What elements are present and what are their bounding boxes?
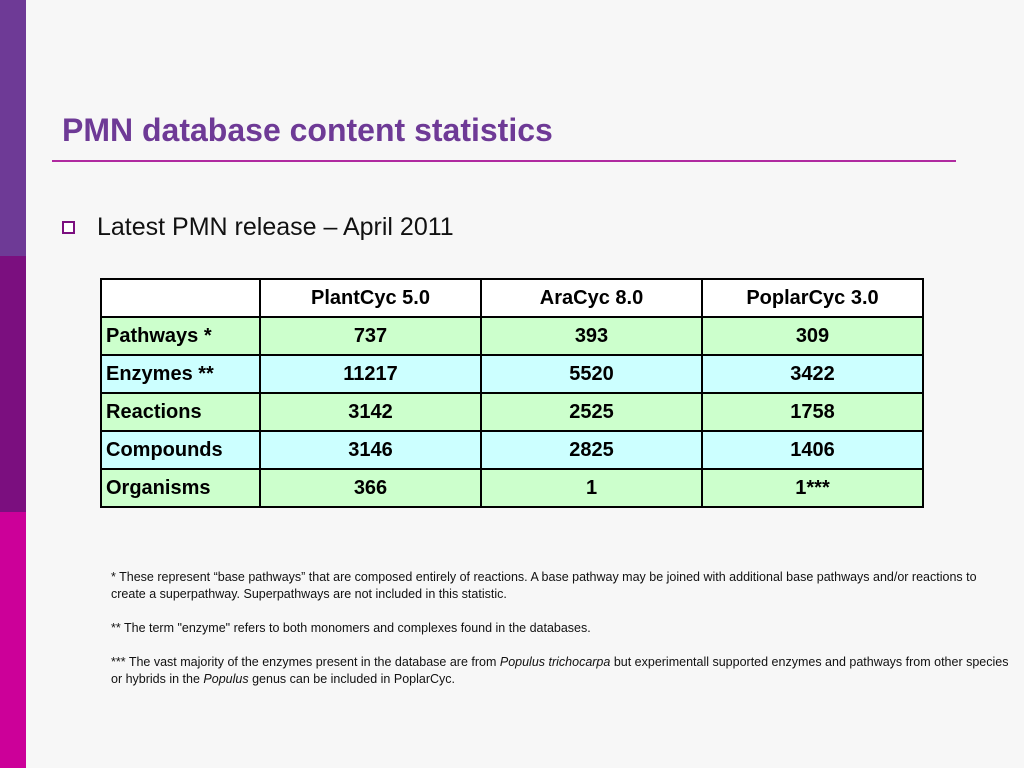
footnote-poplarcyc: *** The vast majority of the enzymes pre… — [111, 654, 1011, 688]
table-cell: 393 — [480, 316, 703, 356]
header-cell-plantcyc: PlantCyc 5.0 — [259, 278, 482, 318]
side-accent-bottom — [0, 512, 26, 768]
table-row: Pathways * 737 393 309 — [100, 316, 924, 356]
side-accent-middle — [0, 256, 26, 512]
table-row: Enzymes ** 11217 5520 3422 — [100, 354, 924, 394]
table-cell: 2825 — [480, 430, 703, 470]
table-cell: 1406 — [701, 430, 924, 470]
table-cell: 309 — [701, 316, 924, 356]
table-cell: 1758 — [701, 392, 924, 432]
row-label: Organisms — [100, 468, 261, 508]
footnote-text: *** The vast majority of the enzymes pre… — [111, 655, 500, 669]
square-bullet-icon — [62, 221, 75, 234]
slide-title: PMN database content statistics — [62, 112, 553, 148]
table-cell: 3146 — [259, 430, 482, 470]
row-label: Enzymes ** — [100, 354, 261, 394]
footnote-text: but experimentall supported enzymes and … — [111, 655, 1009, 686]
footnote-text: genus can be included in PoplarCyc. — [248, 672, 455, 686]
species-name: Populus trichocarpa — [499, 655, 611, 669]
table-cell: 5520 — [480, 354, 703, 394]
table-cell: 366 — [259, 468, 482, 508]
table-cell: 3422 — [701, 354, 924, 394]
table-cell: 1*** — [701, 468, 924, 508]
table-cell: 2525 — [480, 392, 703, 432]
table-row: Organisms 366 1 1*** — [100, 468, 924, 508]
footnote-enzymes: ** The term "enzyme" refers to both mono… — [111, 621, 591, 635]
row-label: Reactions — [100, 392, 261, 432]
table-cell: 1 — [480, 468, 703, 508]
header-cell-aracyc: AraCyc 8.0 — [480, 278, 703, 318]
bullet-item: Latest PMN release – April 2011 — [62, 213, 454, 242]
table-header-row: PlantCyc 5.0 AraCyc 8.0 PoplarCyc 3.0 — [100, 278, 924, 318]
table-cell: 11217 — [259, 354, 482, 394]
genus-name: Populus — [203, 672, 249, 686]
header-cell-poplarcyc: PoplarCyc 3.0 — [701, 278, 924, 318]
bullet-text: Latest PMN release – April 2011 — [97, 213, 454, 241]
table-cell: 737 — [259, 316, 482, 356]
table-row: Compounds 3146 2825 1406 — [100, 430, 924, 470]
statistics-table: PlantCyc 5.0 AraCyc 8.0 PoplarCyc 3.0 Pa… — [100, 278, 924, 508]
footnote-pathways: * These represent “base pathways” that a… — [111, 570, 977, 601]
title-divider — [52, 160, 956, 162]
row-label: Compounds — [100, 430, 261, 470]
table-cell: 3142 — [259, 392, 482, 432]
footnotes: * These represent “base pathways” that a… — [111, 569, 1011, 705]
table-row: Reactions 3142 2525 1758 — [100, 392, 924, 432]
row-label: Pathways * — [100, 316, 261, 356]
header-cell-empty — [100, 278, 261, 318]
side-accent-top — [0, 0, 26, 256]
